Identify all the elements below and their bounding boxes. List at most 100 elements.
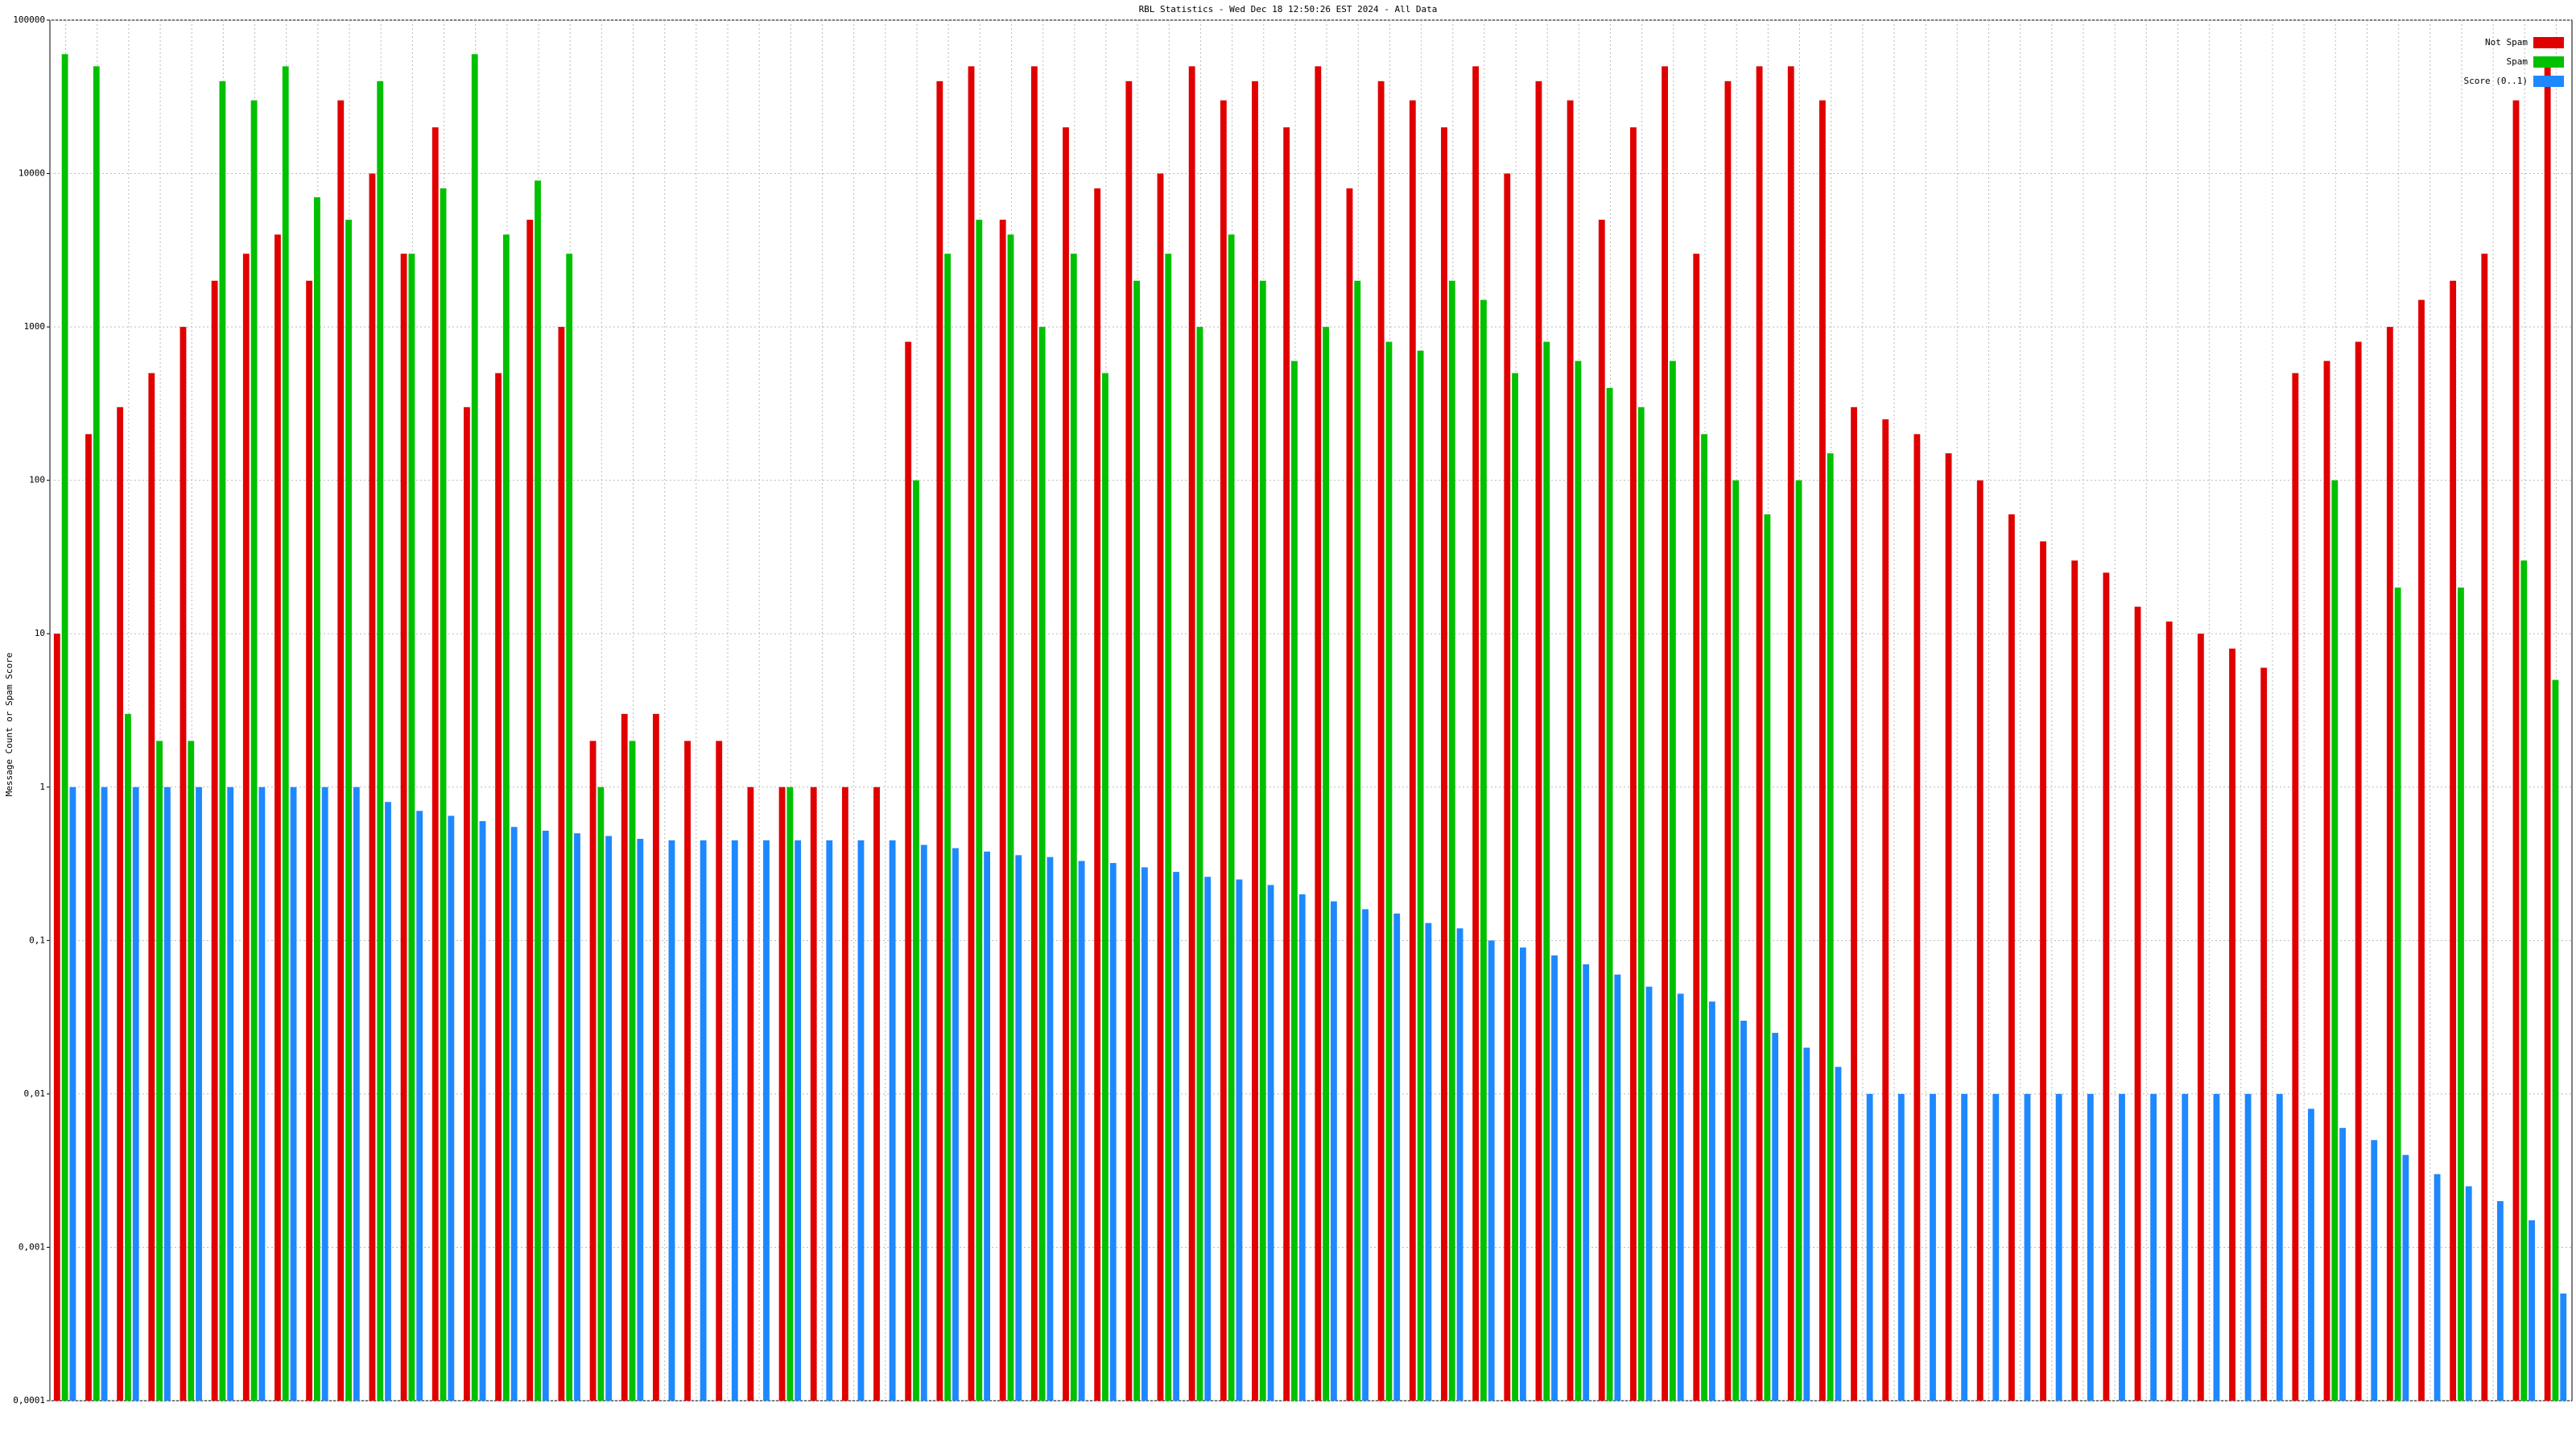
- bar: [999, 219, 1006, 1402]
- bar: [1598, 219, 1605, 1402]
- bar: [2418, 299, 2425, 1402]
- bar: [1078, 861, 1085, 1401]
- bar: [1298, 894, 1306, 1401]
- bar: [2165, 621, 2173, 1401]
- bar: [652, 713, 659, 1401]
- bar: [952, 848, 959, 1401]
- bar: [1291, 361, 1298, 1401]
- bar: [53, 634, 60, 1401]
- bar: [873, 786, 880, 1401]
- bar: [905, 341, 912, 1401]
- bar: [1787, 66, 1794, 1402]
- bar: [1614, 974, 1621, 1401]
- bar: [1803, 1047, 1810, 1401]
- bar: [1897, 1093, 1905, 1401]
- bar: [1188, 66, 1195, 1402]
- bar: [1764, 514, 1771, 1401]
- bar: [944, 254, 952, 1401]
- bar: [2434, 1174, 2441, 1401]
- bar: [1945, 453, 1952, 1401]
- bar: [1976, 480, 1984, 1401]
- bar: [502, 234, 510, 1401]
- bar: [1252, 80, 1258, 1401]
- bar: [2402, 1154, 2409, 1401]
- y-tick-label: 0,0001: [13, 1395, 45, 1406]
- bar: [747, 786, 754, 1401]
- bar: [826, 840, 833, 1401]
- bar: [1740, 1020, 1747, 1401]
- bar: [936, 80, 943, 1401]
- bar: [1882, 419, 1889, 1402]
- y-tick-label: 10000: [19, 168, 45, 179]
- bar: [1236, 879, 1243, 1401]
- bar: [2119, 1093, 2125, 1401]
- legend-swatch: [2533, 56, 2564, 68]
- bar: [841, 786, 848, 1401]
- bar: [313, 197, 320, 1401]
- bar: [1409, 100, 1416, 1401]
- bar: [1315, 66, 1322, 1402]
- bar: [1346, 188, 1353, 1401]
- bar: [637, 839, 644, 1401]
- bar: [542, 830, 549, 1401]
- bar: [1535, 80, 1542, 1401]
- bar: [566, 254, 573, 1401]
- bar: [1173, 872, 1179, 1401]
- bar: [1220, 100, 1227, 1401]
- bar: [597, 786, 605, 1401]
- bar: [2008, 514, 2015, 1401]
- bar: [1267, 885, 1274, 1401]
- bar: [1701, 434, 1707, 1401]
- bar: [1480, 299, 1487, 1402]
- bar: [1693, 254, 1700, 1401]
- bar: [1512, 373, 1518, 1401]
- bar: [1196, 327, 1203, 1402]
- bar: [1448, 280, 1455, 1401]
- bar: [1795, 480, 1802, 1401]
- bar: [1772, 1033, 1779, 1401]
- bar: [1330, 901, 1337, 1401]
- bar: [2560, 1293, 2567, 1401]
- bar: [258, 786, 266, 1401]
- bar: [1504, 173, 1511, 1402]
- bar: [920, 844, 927, 1401]
- legend-swatch: [2533, 37, 2564, 48]
- bar: [2197, 634, 2204, 1401]
- bar: [321, 786, 328, 1401]
- bar: [700, 840, 707, 1401]
- bar: [148, 373, 155, 1401]
- bar: [353, 786, 360, 1401]
- bar: [913, 480, 919, 1401]
- bar: [448, 815, 455, 1401]
- bar: [1109, 863, 1117, 1401]
- y-tick-label: 100000: [13, 14, 45, 25]
- bar: [1583, 964, 1590, 1401]
- bar: [227, 786, 234, 1401]
- bar: [471, 54, 478, 1401]
- bar: [1362, 909, 1368, 1401]
- bar: [857, 840, 865, 1401]
- bar: [1567, 100, 1574, 1401]
- bar: [1543, 341, 1550, 1401]
- bar: [1930, 1093, 1936, 1401]
- bar: [188, 741, 195, 1401]
- bar: [282, 66, 289, 1402]
- bar: [1519, 947, 1526, 1401]
- bar: [1724, 80, 1732, 1401]
- bar: [2339, 1128, 2347, 1401]
- bar: [464, 407, 470, 1402]
- bar: [211, 280, 218, 1401]
- bar: [510, 827, 518, 1401]
- bar: [242, 254, 250, 1401]
- bar: [684, 741, 691, 1401]
- bar: [2450, 280, 2457, 1401]
- bar: [1645, 986, 1653, 1401]
- bar: [125, 713, 131, 1401]
- bar: [795, 840, 802, 1401]
- bar: [2386, 327, 2393, 1402]
- legend-label: Spam: [2507, 56, 2529, 67]
- bar: [1283, 127, 1290, 1401]
- bar: [984, 851, 991, 1401]
